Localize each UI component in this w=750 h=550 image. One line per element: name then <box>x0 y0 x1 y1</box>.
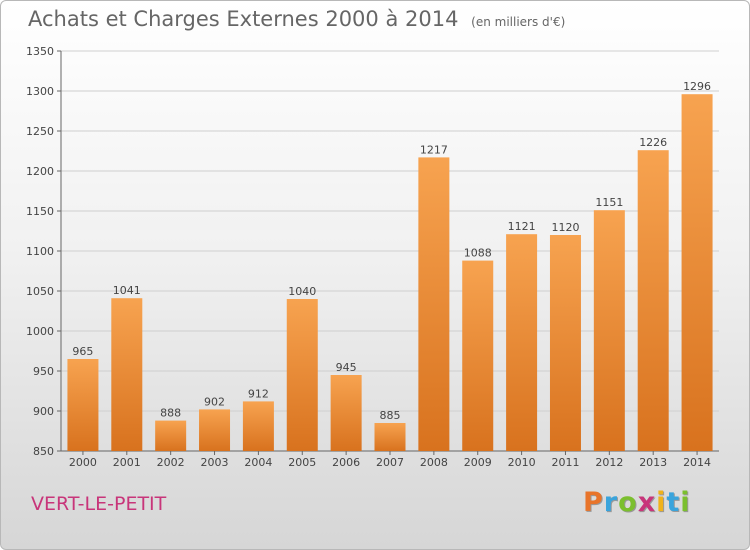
location-label: VERT-LE-PETIT <box>31 493 167 515</box>
x-tick-label: 2011 <box>551 456 579 469</box>
logo-letter: o <box>618 487 638 518</box>
x-tick-label: 2008 <box>420 456 448 469</box>
bar-2011 <box>549 235 581 451</box>
value-label: 1217 <box>420 143 448 156</box>
bar-2005 <box>286 299 318 451</box>
value-label: 1151 <box>595 196 623 209</box>
value-label: 1120 <box>551 221 579 234</box>
x-tick-label: 2010 <box>508 456 536 469</box>
logo-letter: x <box>637 487 657 518</box>
y-tick-label: 1200 <box>26 165 54 178</box>
bar-2008 <box>418 157 450 451</box>
x-tick-label: 2009 <box>464 456 492 469</box>
bar-2014 <box>681 94 713 451</box>
bar-2006 <box>330 375 362 451</box>
x-tick-label: 2006 <box>332 456 360 469</box>
bar-2000 <box>67 359 99 451</box>
bar-2007 <box>374 423 406 451</box>
logo-letter: t <box>666 487 681 518</box>
value-label: 1088 <box>464 247 492 260</box>
value-label: 902 <box>204 395 225 408</box>
logo-letter: r <box>603 487 619 518</box>
value-label: 1041 <box>113 284 141 297</box>
y-tick-label: 1350 <box>26 45 54 58</box>
x-tick-label: 2001 <box>113 456 141 469</box>
bar-2012 <box>593 210 625 451</box>
x-tick-label: 2003 <box>201 456 229 469</box>
bar-2013 <box>637 150 669 451</box>
y-tick-label: 950 <box>33 365 54 378</box>
bar-2009 <box>462 260 494 451</box>
value-label: 965 <box>72 345 93 358</box>
bar-2002 <box>155 420 187 451</box>
y-tick-label: 1300 <box>26 85 54 98</box>
chart-subtitle: (en milliers d'€) <box>471 15 566 29</box>
y-tick-label: 1000 <box>26 325 54 338</box>
logo-letter: i <box>680 487 691 518</box>
x-tick-label: 2005 <box>288 456 316 469</box>
bar-2001 <box>111 298 143 451</box>
x-tick-label: 2007 <box>376 456 404 469</box>
y-tick-label: 1150 <box>26 205 54 218</box>
x-tick-label: 2012 <box>595 456 623 469</box>
chart-title: Achats et Charges Externes 2000 à 2014 (… <box>28 7 565 31</box>
bar-2003 <box>199 409 231 451</box>
x-tick-label: 2000 <box>69 456 97 469</box>
value-label: 945 <box>336 361 357 374</box>
x-tick-label: 2014 <box>683 456 711 469</box>
y-tick-label: 850 <box>33 445 54 458</box>
logo-letter: P <box>583 487 604 518</box>
value-label: 912 <box>248 387 269 400</box>
x-tick-label: 2002 <box>157 456 185 469</box>
y-tick-label: 1250 <box>26 125 54 138</box>
value-label: 885 <box>380 409 401 422</box>
value-label: 888 <box>160 407 181 420</box>
value-label: 1226 <box>639 136 667 149</box>
x-tick-label: 2013 <box>639 456 667 469</box>
value-label: 1040 <box>288 285 316 298</box>
value-label: 1121 <box>508 220 536 233</box>
bar-2010 <box>506 234 538 451</box>
x-tick-label: 2004 <box>244 456 272 469</box>
proxiti-logo: Proxiti <box>583 487 691 518</box>
bar-2004 <box>242 401 274 451</box>
y-tick-label: 900 <box>33 405 54 418</box>
y-tick-label: 1100 <box>26 245 54 258</box>
logo-letter: i <box>656 487 667 518</box>
y-tick-label: 1050 <box>26 285 54 298</box>
value-label: 1296 <box>683 80 711 93</box>
chart-title-text: Achats et Charges Externes 2000 à 2014 <box>28 7 459 31</box>
